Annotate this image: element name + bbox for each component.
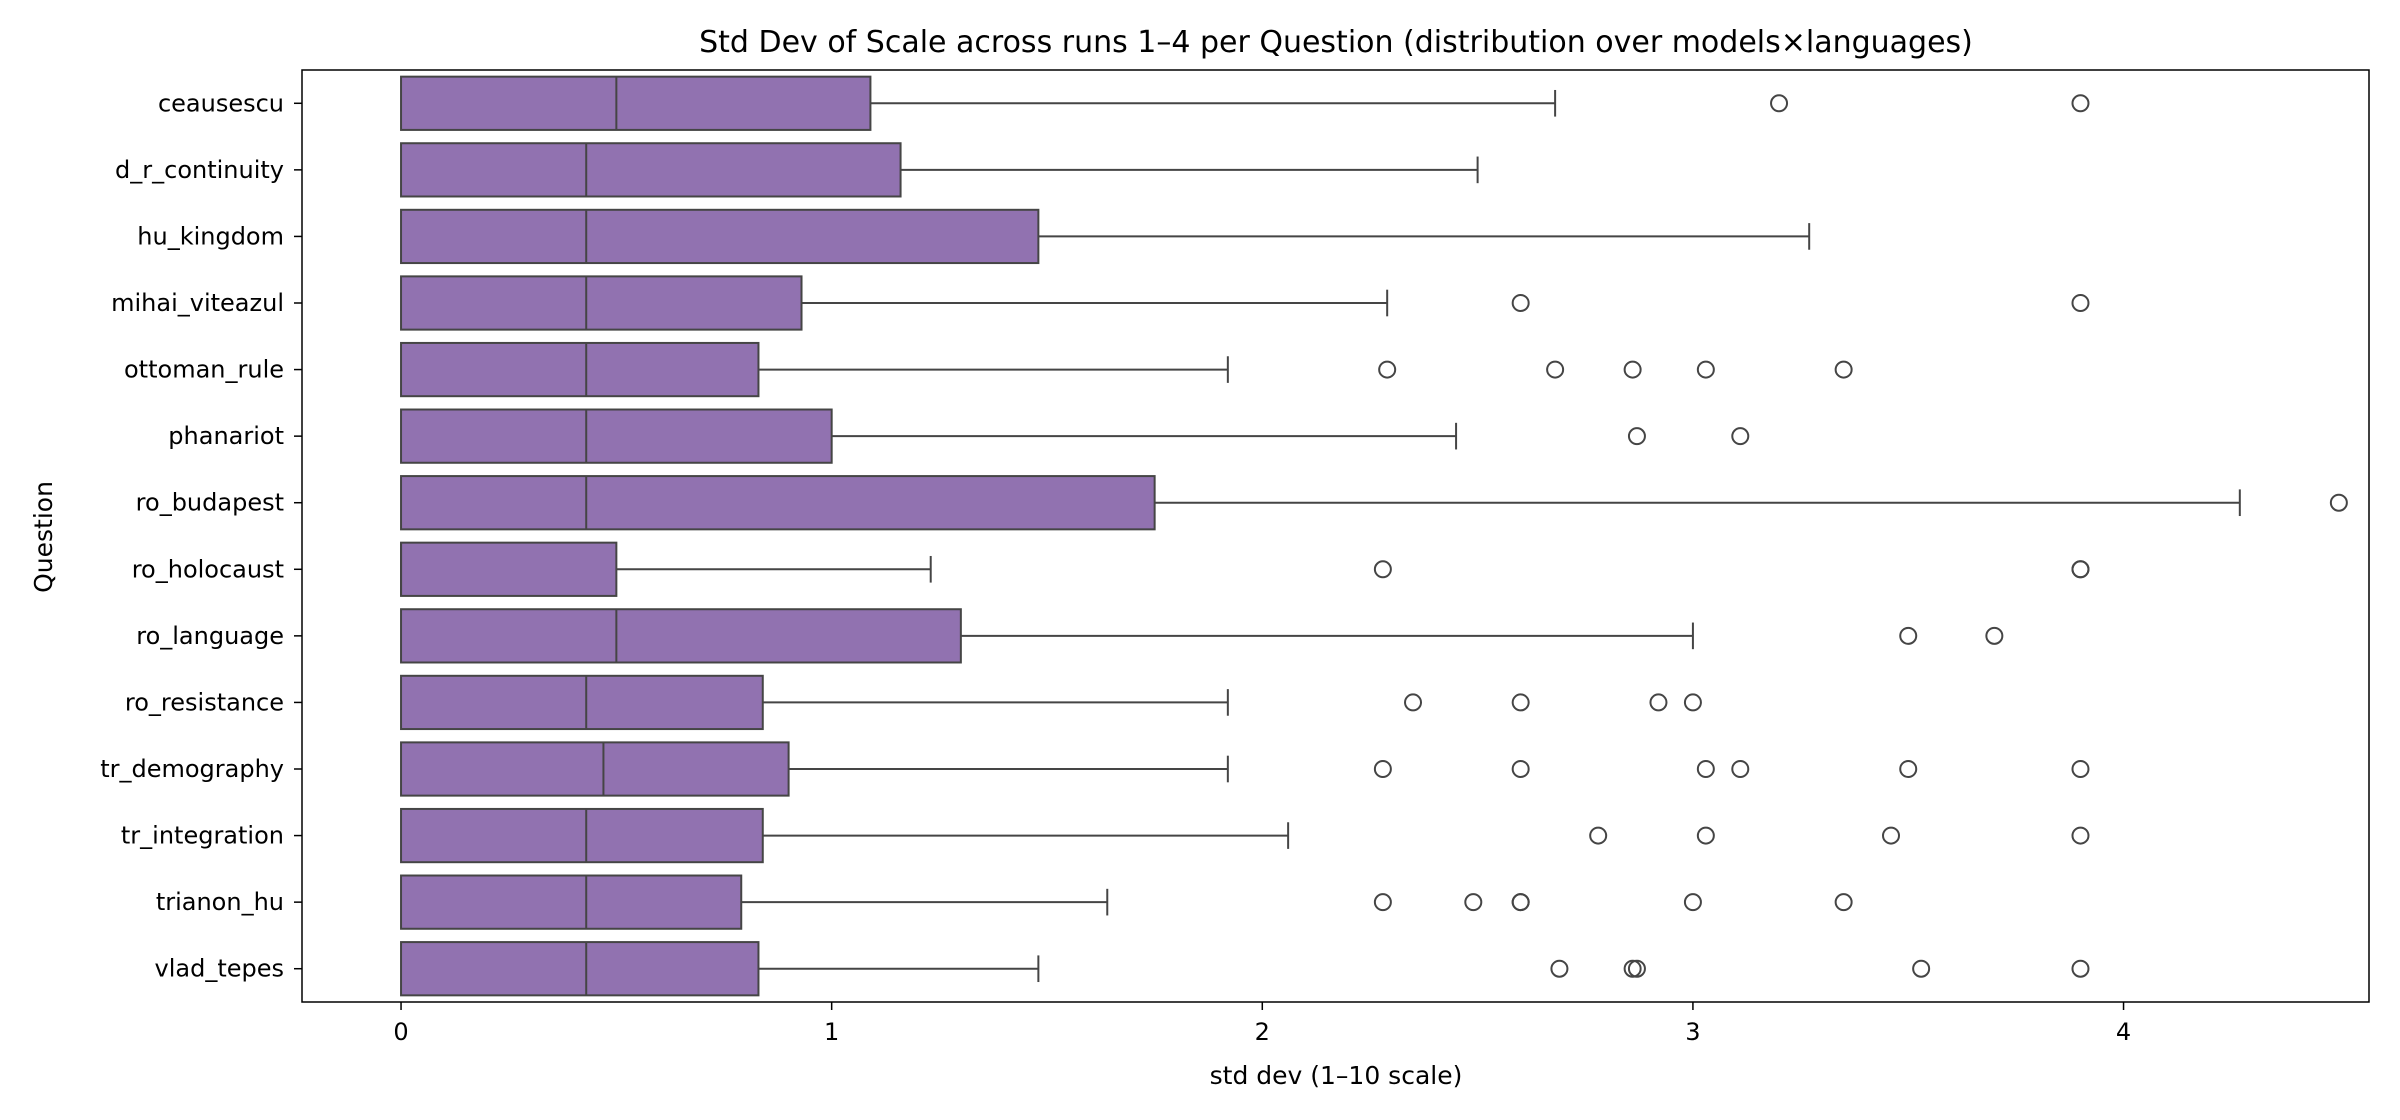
- x-tick-label: 2: [1255, 1018, 1270, 1046]
- outlier-point: [1373, 560, 1392, 579]
- outlier-point: [2071, 560, 2090, 579]
- x-tick-label: 0: [393, 1018, 408, 1046]
- outlier-point: [1696, 826, 1715, 845]
- outlier-point: [2071, 826, 2090, 845]
- iqr-box: [400, 142, 902, 198]
- y-tick-label: ro_holocaust: [132, 555, 284, 583]
- box-ro_resistance: [400, 674, 1702, 731]
- iqr-box: [400, 608, 962, 664]
- box-ottoman_rule: [400, 341, 1853, 398]
- iqr-box: [400, 275, 803, 331]
- outlier-point: [1834, 893, 1853, 912]
- y-tick-label: ro_resistance: [125, 688, 284, 716]
- box-mihai_viteazul: [400, 275, 2090, 331]
- iqr-box: [400, 75, 872, 131]
- box-phanariot: [400, 408, 1750, 464]
- outlier-point: [1511, 893, 1530, 912]
- x-tick-label: 4: [2116, 1018, 2131, 1046]
- iqr-box: [400, 807, 764, 864]
- outlier-point: [1683, 893, 1702, 912]
- x-tick-label: 3: [1685, 1018, 1700, 1046]
- x-axis: 0 1 2 3 4: [393, 1002, 2131, 1046]
- boxes-layer: [400, 75, 2348, 997]
- x-axis-label: std dev (1–10 scale): [1210, 1061, 1463, 1090]
- outlier-point: [1649, 693, 1668, 712]
- box-vlad_tepes: [400, 941, 2090, 997]
- outlier-point: [1464, 893, 1483, 912]
- outlier-point: [1912, 959, 1931, 978]
- y-tick-label: ottoman_rule: [124, 356, 284, 384]
- outlier-point: [1511, 294, 1530, 312]
- plot-frame: [301, 69, 2370, 1003]
- y-tick-label: d_r_continuity: [115, 156, 284, 184]
- outlier-point: [1882, 826, 1901, 845]
- outlier-point: [1550, 959, 1569, 978]
- y-tick-label: vlad_tepes: [155, 955, 285, 983]
- outlier-point: [1378, 360, 1397, 379]
- outlier-point: [2071, 94, 2090, 113]
- box-hu_kingdom: [400, 208, 1811, 265]
- outlier-point: [1623, 360, 1642, 379]
- y-tick-label: tr_integration: [121, 822, 284, 850]
- outlier-point: [1589, 826, 1608, 845]
- chart-title: Std Dev of Scale across runs 1–4 per Que…: [699, 25, 1973, 60]
- y-tick-label: mihai_viteazul: [111, 289, 284, 317]
- outlier-point: [1627, 959, 1646, 978]
- iqr-box: [400, 408, 833, 464]
- outlier-point: [1511, 693, 1530, 712]
- outlier-point: [1696, 760, 1715, 778]
- iqr-box: [400, 541, 618, 597]
- outlier-point: [1731, 760, 1750, 778]
- outlier-point: [1770, 94, 1789, 113]
- iqr-box: [400, 208, 1040, 265]
- box-ceausescu: [400, 75, 2090, 131]
- y-tick-label: ceausescu: [158, 89, 284, 117]
- iqr-box: [400, 941, 760, 997]
- outlier-point: [1627, 427, 1646, 446]
- box-tr_demography: [400, 741, 2090, 797]
- y-axis-label: Question: [29, 481, 58, 593]
- outlier-point: [1623, 959, 1642, 978]
- y-tick-label: ro_budapest: [136, 489, 284, 517]
- outlier-point: [1731, 427, 1750, 446]
- outlier-point: [1511, 760, 1530, 778]
- outlier-point: [2071, 760, 2090, 778]
- iqr-box: [400, 874, 743, 930]
- iqr-box: [400, 674, 764, 731]
- outlier-point: [1696, 360, 1715, 379]
- outlier-point: [1546, 360, 1565, 379]
- y-tick-label: ro_language: [136, 622, 284, 650]
- box-ro_language: [400, 608, 2004, 664]
- outlier-point: [1834, 360, 1853, 379]
- x-tick-label: 1: [824, 1018, 839, 1046]
- outlier-point: [2071, 294, 2090, 312]
- outlier-point: [1404, 693, 1423, 712]
- y-axis: ceausescu d_r_continuity hu_kingdom mihai_v…: [100, 89, 302, 983]
- outlier-point: [1373, 893, 1392, 912]
- outlier-point: [1985, 626, 2004, 645]
- iqr-box: [400, 741, 790, 797]
- box-trianon_hu: [400, 874, 1853, 930]
- iqr-box: [400, 341, 760, 398]
- outlier-point: [1683, 693, 1702, 712]
- outlier-point: [2329, 493, 2348, 512]
- y-tick-label: phanariot: [168, 422, 284, 450]
- box-ro_budapest: [400, 475, 2348, 531]
- y-tick-label: hu_kingdom: [137, 222, 284, 250]
- outlier-point: [1373, 760, 1392, 778]
- outlier-point: [1899, 626, 1918, 645]
- outlier-point: [2071, 959, 2090, 978]
- outlier-point: [1899, 760, 1918, 778]
- box-tr_integration: [400, 807, 2090, 864]
- y-tick-label: trianon_hu: [156, 888, 284, 916]
- y-tick-label: tr_demography: [100, 755, 284, 783]
- box-ro_holocaust: [400, 541, 2090, 597]
- iqr-box: [400, 475, 1156, 531]
- box-d_r_continuity: [400, 142, 1479, 198]
